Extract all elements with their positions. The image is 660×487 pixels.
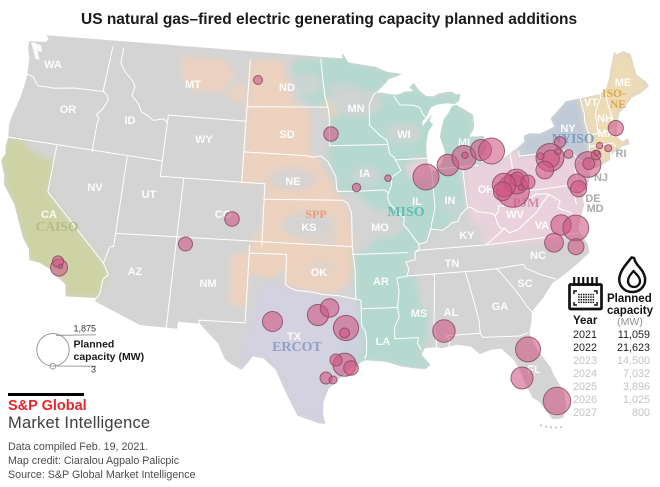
svg-text:VT: VT (584, 97, 598, 109)
svg-text:MT: MT (185, 79, 201, 91)
svg-text:DE: DE (585, 193, 600, 205)
svg-text:ISO-: ISO- (602, 88, 626, 100)
svg-text:WV: WV (506, 209, 524, 221)
svg-text:MISO: MISO (387, 205, 424, 220)
svg-text:CAISO: CAISO (36, 219, 79, 234)
svg-text:CA: CA (41, 209, 57, 221)
svg-text:IL: IL (412, 196, 422, 208)
svg-text:NV: NV (87, 182, 103, 194)
svg-text:LA: LA (376, 336, 391, 348)
svg-text:MS: MS (411, 308, 428, 320)
svg-text:NE: NE (285, 176, 300, 188)
svg-text:WA: WA (44, 59, 62, 71)
svg-text:MD: MD (586, 203, 603, 215)
svg-text:WI: WI (397, 129, 410, 141)
svg-text:1,875: 1,875 (73, 324, 96, 334)
svg-text:Year: Year (573, 315, 598, 327)
svg-text:GA: GA (492, 301, 509, 313)
svg-text:VA: VA (535, 220, 550, 232)
svg-text:KS: KS (301, 222, 316, 234)
svg-text:AZ: AZ (128, 266, 143, 278)
svg-text:IA: IA (360, 168, 371, 180)
svg-text:KY: KY (459, 230, 475, 242)
svg-text:(MW): (MW) (617, 316, 643, 328)
svg-text:MO: MO (371, 222, 389, 234)
svg-text:TX: TX (287, 331, 302, 343)
svg-text:capacity (MW): capacity (MW) (74, 351, 145, 363)
svg-text:OR: OR (60, 104, 77, 116)
svg-text:NJ: NJ (594, 172, 608, 184)
svg-text:NC: NC (530, 250, 546, 262)
svg-text:3: 3 (91, 365, 96, 375)
svg-text:ERCOT: ERCOT (272, 340, 322, 355)
svg-text:WY: WY (195, 134, 213, 146)
svg-text:ID: ID (125, 115, 136, 127)
svg-text:SPP: SPP (305, 207, 326, 221)
svg-text:Planned: Planned (74, 339, 115, 351)
svg-text:SD: SD (279, 129, 294, 141)
svg-text:SC: SC (517, 278, 532, 290)
svg-text:MN: MN (347, 103, 364, 115)
svg-text:OH: OH (478, 184, 495, 196)
svg-text:RI: RI (616, 148, 627, 160)
svg-text:IN: IN (445, 195, 456, 207)
svg-text:AL: AL (444, 307, 459, 319)
svg-text:ND: ND (279, 82, 295, 94)
svg-text:OK: OK (311, 267, 328, 279)
svg-text:capacity: capacity (607, 305, 654, 317)
svg-text:NE: NE (610, 99, 626, 111)
svg-text:NH: NH (597, 113, 613, 125)
svg-text:ME: ME (615, 77, 632, 89)
svg-text:Planned: Planned (607, 293, 652, 305)
svg-text:UT: UT (142, 189, 157, 201)
svg-text:AR: AR (373, 276, 389, 288)
svg-text:NY: NY (560, 123, 576, 135)
svg-text:NM: NM (199, 278, 216, 290)
svg-text:TN: TN (445, 258, 460, 270)
